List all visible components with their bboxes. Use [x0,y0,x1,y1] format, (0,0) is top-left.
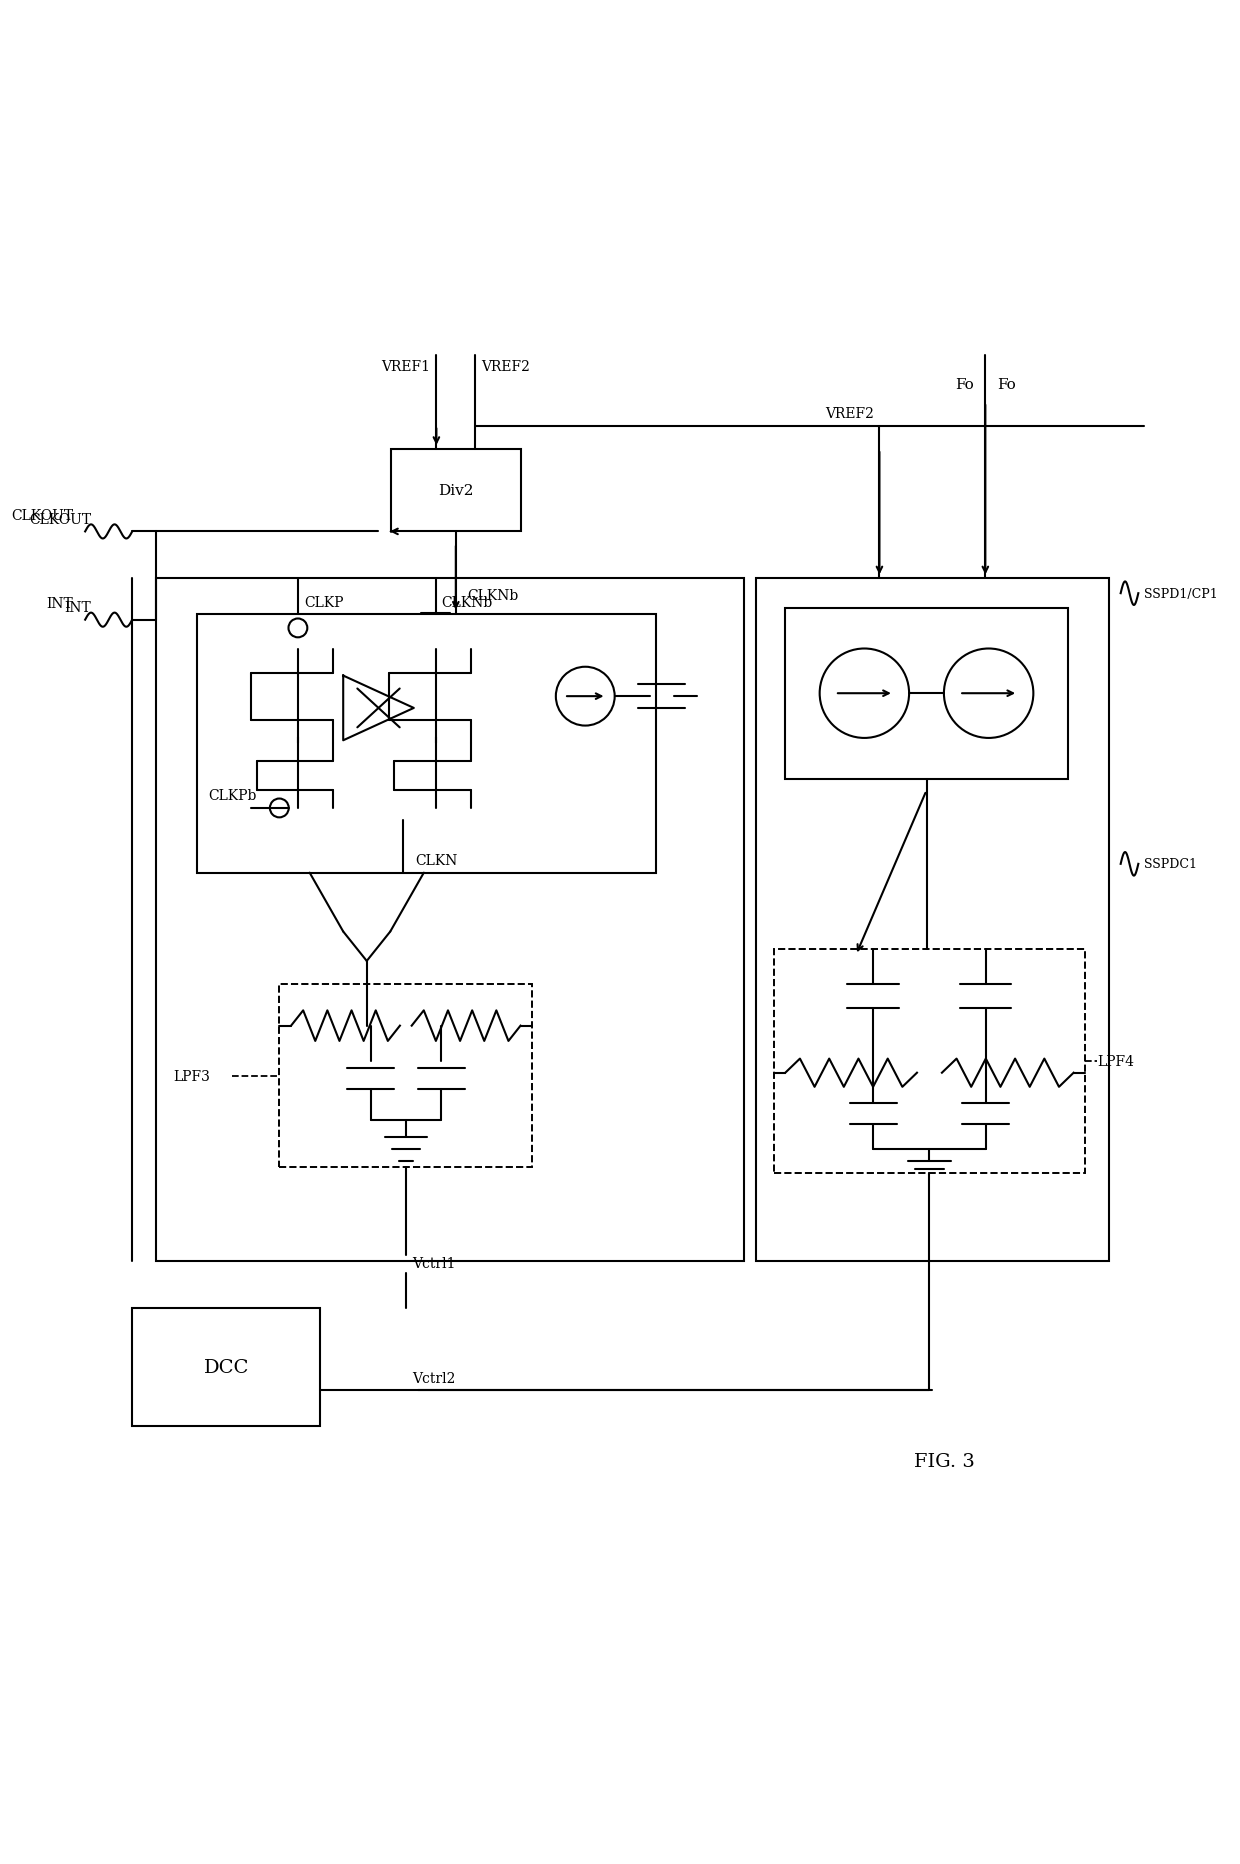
Text: INT: INT [47,596,73,611]
Text: CLKOUT: CLKOUT [11,509,73,522]
Text: INT: INT [64,600,91,615]
Text: CLKNb: CLKNb [467,589,518,602]
Text: CLKP: CLKP [304,596,343,610]
Text: VREF2: VREF2 [825,406,873,421]
Text: VREF2: VREF2 [481,360,529,373]
Text: CLKN: CLKN [415,854,458,867]
Text: CLKOUT: CLKOUT [29,513,91,526]
Text: Fo: Fo [997,378,1016,391]
Text: Div2: Div2 [438,485,474,498]
Text: LPF4: LPF4 [1097,1055,1135,1068]
Text: SSPD1/CP1: SSPD1/CP1 [1145,587,1218,600]
Bar [197,615,656,872]
Text: VREF1: VREF1 [382,360,430,373]
Text: Vctrl2: Vctrl2 [412,1370,455,1385]
Text: FIG. 3: FIG. 3 [914,1452,975,1471]
Text: SSPDC1: SSPDC1 [1145,857,1197,870]
Bar [133,1309,320,1426]
Bar [756,580,1109,1262]
Text: LPF3: LPF3 [174,1070,211,1083]
Text: Vctrl1: Vctrl1 [412,1256,455,1271]
Bar [785,608,1068,779]
Text: CLKNb: CLKNb [441,596,492,610]
Text: DCC: DCC [203,1359,249,1376]
Bar [279,984,532,1167]
Text: CLKPb: CLKPb [208,788,257,803]
Bar [774,949,1085,1172]
Bar [391,449,521,531]
Bar [156,580,744,1262]
Text: Fo: Fo [955,378,973,391]
